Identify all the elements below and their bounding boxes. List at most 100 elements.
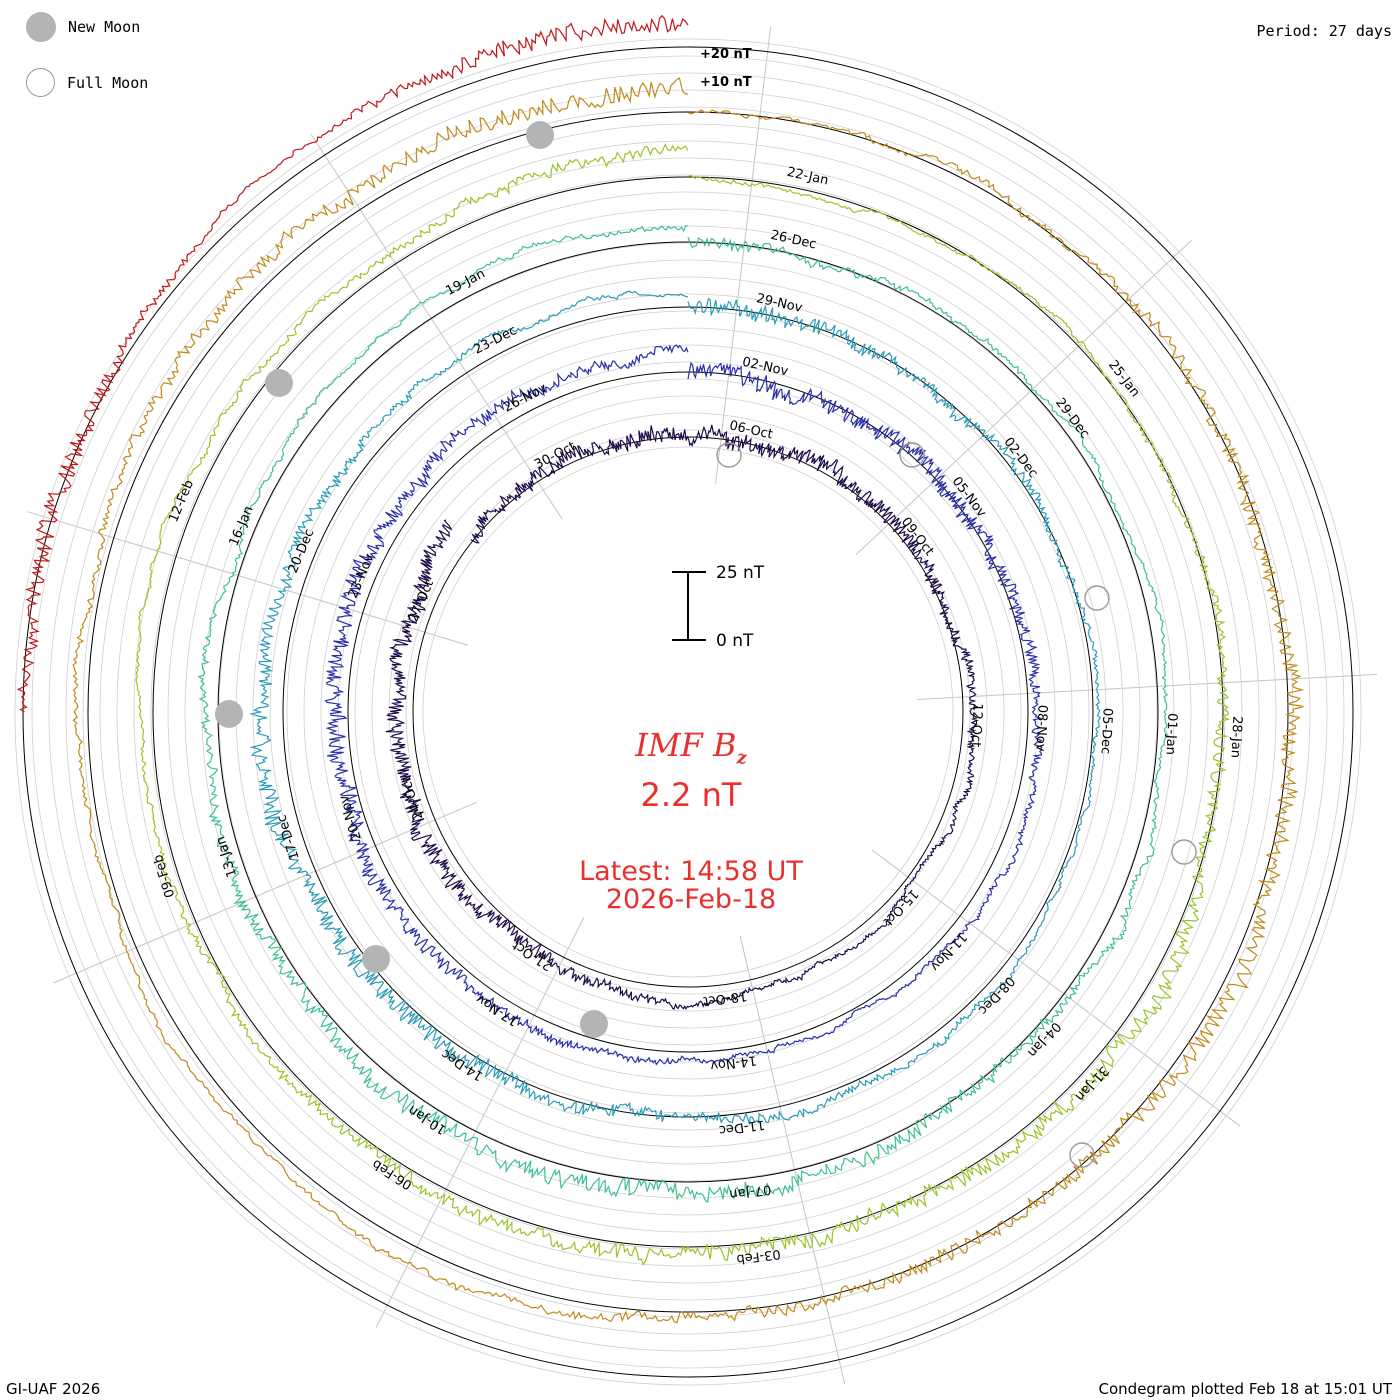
grid-spoke — [375, 916, 585, 1328]
scale-bottom-label: 0 nT — [716, 631, 754, 651]
grid-ring — [133, 157, 1243, 1267]
date-label: 03-Feb — [736, 1246, 782, 1267]
grid-ring — [422, 446, 954, 978]
full-moon-marker — [1084, 585, 1110, 611]
new-moon-marker — [580, 1010, 608, 1038]
legend-full-moon-label: Full Moon — [67, 73, 149, 92]
grid-ring — [320, 344, 1056, 1080]
zero-ring — [282, 306, 1094, 1118]
scale-top-label: 25 nT — [716, 563, 765, 583]
date-label: 12-Oct — [968, 703, 985, 748]
grid-ring — [388, 412, 988, 1012]
grid-ring — [371, 395, 1005, 1029]
grid-ring — [269, 293, 1107, 1131]
date-label: 19-Jan — [443, 266, 487, 299]
grid-spoke — [917, 673, 1378, 700]
date-label: 01-Jan — [1163, 713, 1180, 756]
zero-ring — [22, 46, 1354, 1378]
period-label: Period: 27 days — [1256, 22, 1392, 40]
full-moon-marker — [1069, 1142, 1095, 1168]
center-title: IMF Bz — [491, 726, 891, 768]
date-label: 25-Jan — [1105, 358, 1142, 400]
grid-spoke — [715, 26, 772, 484]
date-label: 08-Dec — [975, 973, 1017, 1017]
date-label: 23-Dec — [471, 323, 519, 358]
date-label: 07-Jan — [728, 1181, 772, 1201]
grid-ring — [303, 327, 1073, 1097]
moon-markers — [215, 121, 1197, 1168]
grid-ring — [116, 140, 1260, 1284]
trace-5 — [135, 143, 1231, 1266]
date-label: 20-Nov — [336, 793, 364, 842]
legend-new-moon: New Moon — [26, 12, 140, 42]
date-label: 08-Nov — [1033, 704, 1050, 752]
grid-ring — [218, 242, 1158, 1182]
radial-grid — [14, 26, 1378, 1386]
grid-spoke — [871, 849, 1241, 1127]
trace-1 — [385, 424, 980, 1011]
trace-4 — [197, 224, 1169, 1203]
grid-ring — [14, 38, 1362, 1386]
date-label: 14-Dec — [439, 1046, 486, 1084]
grid-spoke — [739, 935, 846, 1385]
trace-3 — [249, 290, 1102, 1125]
rotation-traces — [16, 14, 1305, 1324]
trace-6 — [72, 77, 1305, 1324]
footer-plotted-time: Condegram plotted Feb 18 at 15:01 UT — [1098, 1380, 1392, 1398]
date-label: 17-Dec — [275, 813, 303, 862]
grid-spoke — [310, 133, 563, 520]
date-label: 16-Jan — [227, 504, 257, 549]
new-moon-marker — [215, 700, 243, 728]
date-label: 28-Jan — [1227, 716, 1244, 759]
date-label: 11-Nov — [927, 929, 970, 974]
new-moon-marker — [362, 945, 390, 973]
grid-ring — [48, 72, 1328, 1352]
ring-offset-plus10: +10 nT — [700, 75, 752, 90]
footer-credit: GI-UAF 2026 — [6, 1380, 101, 1398]
ring-offset-plus20: +20 nT — [700, 47, 752, 62]
date-label: 05-Dec — [1098, 708, 1115, 755]
trace-2 — [324, 344, 1043, 1066]
date-label: 26-Nov — [501, 381, 550, 416]
zero-ring — [87, 111, 1289, 1313]
date-label: 29-Nov — [755, 291, 804, 316]
grid-ring — [65, 89, 1311, 1335]
grid-spoke — [53, 801, 477, 984]
grid-spoke — [27, 511, 469, 646]
grid-ring — [184, 208, 1192, 1216]
scale-bar — [672, 571, 706, 641]
new-moon-icon — [26, 12, 56, 42]
center-latest: Latest: 14:58 UT 2026-Feb-18 — [491, 858, 891, 914]
date-label: 18-Oct — [702, 988, 748, 1009]
center-value: 2.2 nT — [640, 776, 742, 814]
date-label: 27-Oct — [406, 578, 437, 624]
date-label: 29-Dec — [1052, 395, 1092, 441]
zero-ring — [217, 241, 1159, 1183]
date-label: 12-Feb — [166, 478, 197, 525]
full-moon-marker — [899, 442, 925, 468]
grid-ring — [286, 310, 1090, 1114]
title-sub: z — [736, 747, 747, 769]
trace-7 — [16, 14, 689, 713]
grid-ring — [252, 276, 1124, 1148]
legend-full-moon: Full Moon — [26, 68, 148, 97]
date-label: 14-Nov — [709, 1052, 757, 1073]
legend-new-moon-label: New Moon — [68, 18, 141, 36]
date-label: 10-Jan — [406, 1102, 449, 1137]
title-main: IMF B — [635, 726, 737, 764]
full-moon-marker — [716, 442, 742, 468]
date-label: 31-Jan — [1072, 1063, 1111, 1104]
new-moon-marker — [526, 121, 554, 149]
grid-ring — [31, 55, 1345, 1369]
grid-ring — [354, 378, 1022, 1046]
latest-time: Latest: 14:58 UT — [579, 856, 803, 887]
grid-ring — [99, 123, 1277, 1301]
full-moon-marker — [1171, 839, 1197, 865]
date-label: 11-Dec — [718, 1116, 766, 1137]
new-moon-marker — [265, 369, 293, 397]
zero-ring — [347, 371, 1029, 1053]
grid-ring — [150, 174, 1226, 1250]
grid-ring — [167, 191, 1209, 1233]
latest-date: 2026-Feb-18 — [605, 884, 777, 915]
